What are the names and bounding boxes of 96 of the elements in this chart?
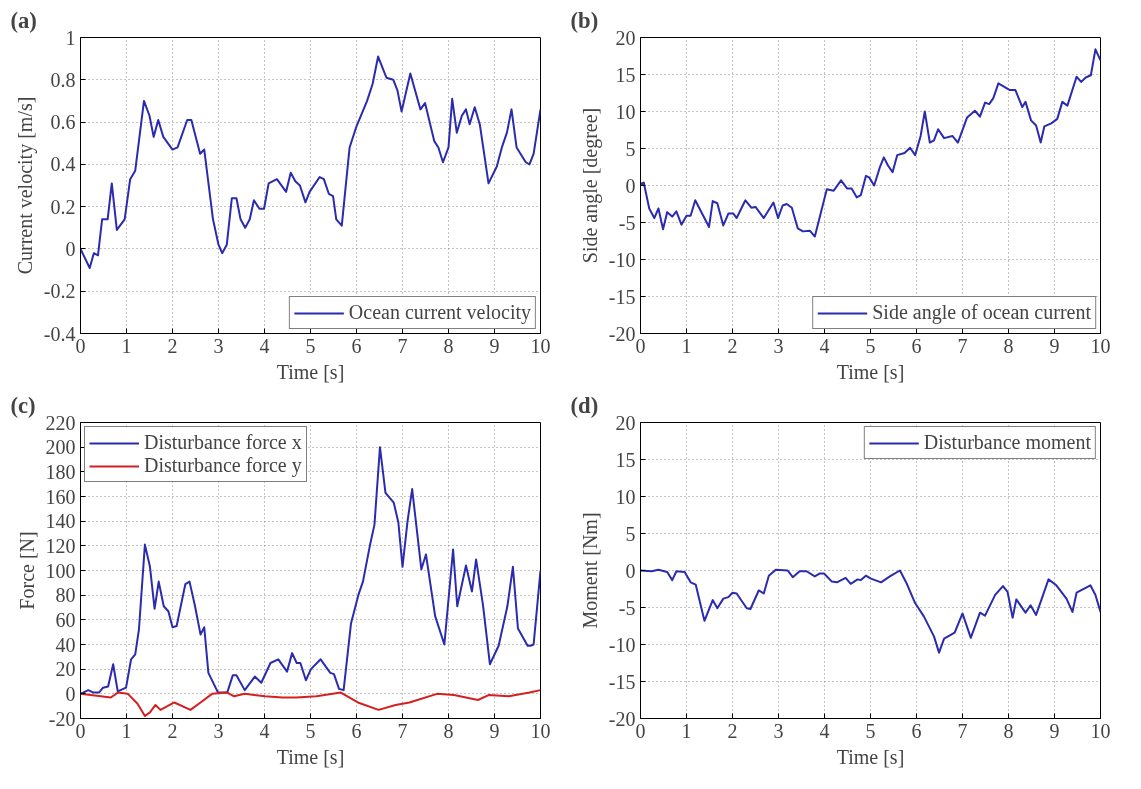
- x-axis-title: Time [s]: [276, 745, 345, 768]
- x-tick-label: 3: [213, 334, 224, 357]
- x-tick-label: 10: [1090, 719, 1111, 742]
- y-tick-label: 0: [625, 174, 636, 197]
- x-tick-label: 4: [819, 334, 830, 357]
- x-tick-label: 3: [773, 334, 784, 357]
- x-tick-label: 1: [121, 719, 132, 742]
- x-tick-label: 6: [351, 334, 362, 357]
- x-tick-label: 10: [1090, 334, 1111, 357]
- x-tick-label: 8: [1003, 334, 1014, 357]
- y-tick-label: 140: [45, 510, 76, 533]
- x-tick-label: 5: [305, 719, 316, 742]
- x-tick-label: 8: [443, 719, 454, 742]
- y-tick-label: -0.4: [43, 322, 76, 345]
- y-axis-title: Force [N]: [15, 531, 38, 610]
- y-tick-label: -10: [608, 248, 636, 271]
- x-tick-label: 4: [259, 334, 270, 357]
- x-tick-label: 8: [443, 334, 454, 357]
- x-tick-label: 9: [1049, 334, 1060, 357]
- y-tick-label: 1: [65, 26, 76, 49]
- x-tick-label: 3: [213, 719, 224, 742]
- x-tick-label: 7: [957, 719, 968, 742]
- x-tick-label: 6: [911, 719, 922, 742]
- x-tick-label: 2: [167, 334, 178, 357]
- x-tick-label: 9: [1049, 719, 1060, 742]
- x-tick-label: 10: [530, 719, 551, 742]
- x-tick-label: 2: [167, 719, 178, 742]
- y-tick-label: 200: [45, 436, 76, 459]
- legend-label: Disturbance force x: [144, 431, 302, 454]
- y-tick-label: -0.2: [43, 280, 76, 303]
- y-axis-title: Side angle [degree]: [578, 107, 602, 264]
- y-tick-label: 160: [45, 485, 76, 508]
- legend-label: Side angle of ocean current: [872, 301, 1091, 324]
- x-tick-label: 3: [773, 719, 784, 742]
- x-tick-label: 9: [489, 719, 500, 742]
- y-tick-label: -15: [608, 670, 636, 693]
- y-axis-title: Current velocity [m/s]: [13, 96, 37, 275]
- y-tick-label: -15: [608, 285, 636, 308]
- y-tick-label: 0: [65, 682, 76, 705]
- y-tick-label: 0.2: [50, 195, 76, 218]
- x-tick-label: 2: [727, 334, 738, 357]
- x-tick-label: 2: [727, 719, 738, 742]
- x-tick-label: 7: [957, 334, 968, 357]
- chart-title: (c): [10, 392, 36, 418]
- x-tick-label: 5: [865, 719, 876, 742]
- y-tick-label: 20: [615, 26, 636, 49]
- chart-title: (d): [570, 392, 599, 418]
- y-tick-label: 0.8: [50, 68, 76, 91]
- x-tick-label: 5: [305, 334, 316, 357]
- y-tick-label: -5: [618, 211, 636, 234]
- y-tick-label: -20: [48, 707, 76, 730]
- x-tick-label: 1: [681, 334, 692, 357]
- y-tick-label: 15: [615, 448, 636, 471]
- legend-label: Ocean current velocity: [348, 301, 531, 324]
- y-tick-label: -20: [608, 322, 636, 345]
- y-tick-label: 60: [55, 608, 76, 631]
- y-tick-label: 0.4: [50, 153, 76, 176]
- y-axis-title: Moment [Nm]: [578, 512, 601, 629]
- y-tick-label: -10: [608, 633, 636, 656]
- y-tick-label: 0.6: [50, 111, 76, 134]
- x-tick-label: 1: [681, 719, 692, 742]
- x-axis-title: Time [s]: [836, 745, 905, 768]
- y-tick-label: 180: [45, 460, 76, 483]
- chart-title: (a): [10, 7, 37, 33]
- x-tick-label: 4: [259, 719, 270, 742]
- y-tick-label: 0: [65, 237, 76, 260]
- y-tick-label: 0: [625, 559, 636, 582]
- x-tick-label: 10: [530, 334, 551, 357]
- x-axis-title: Time [s]: [276, 360, 345, 383]
- x-tick-label: 5: [865, 334, 876, 357]
- x-tick-label: 4: [819, 719, 830, 742]
- y-tick-label: -20: [608, 707, 636, 730]
- y-tick-label: 20: [55, 658, 76, 681]
- x-axis-title: Time [s]: [836, 360, 905, 383]
- y-tick-label: 220: [45, 411, 76, 434]
- y-tick-label: 5: [625, 137, 636, 160]
- y-tick-label: 10: [615, 485, 636, 508]
- x-tick-label: 6: [911, 334, 922, 357]
- x-tick-label: 7: [397, 334, 408, 357]
- x-tick-label: 9: [489, 334, 500, 357]
- y-tick-label: 120: [45, 534, 76, 557]
- y-tick-label: 40: [55, 633, 76, 656]
- x-tick-label: 8: [1003, 719, 1014, 742]
- legend-label: Disturbance force y: [144, 454, 302, 477]
- y-tick-label: 15: [615, 63, 636, 86]
- x-tick-label: 7: [397, 719, 408, 742]
- x-tick-label: 1: [121, 334, 132, 357]
- chart-title: (b): [570, 7, 599, 33]
- y-tick-label: 5: [625, 522, 636, 545]
- y-tick-label: 80: [55, 584, 76, 607]
- legend-label: Disturbance moment: [923, 431, 1091, 454]
- y-tick-label: -5: [618, 596, 636, 619]
- y-tick-label: 20: [615, 411, 636, 434]
- y-tick-label: 10: [615, 100, 636, 123]
- x-tick-label: 6: [351, 719, 362, 742]
- y-tick-label: 100: [45, 559, 76, 582]
